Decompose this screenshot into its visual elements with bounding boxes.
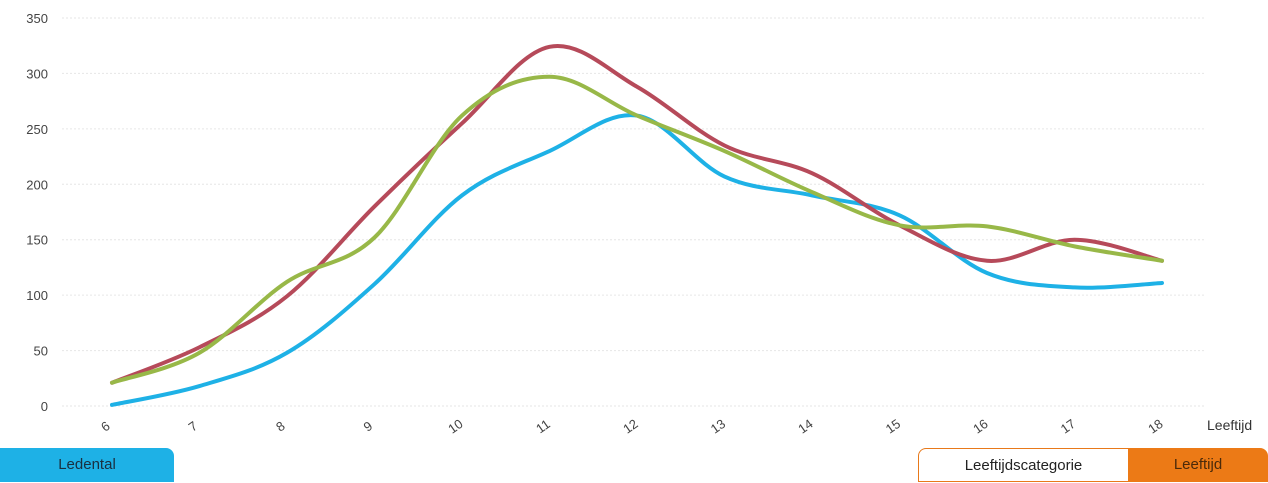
x-tick-label: 12 <box>620 416 640 437</box>
line-chart: 0 50 100 150 200 250 300 350 6 7 8 9 10 11 12 13 14 15 16… <box>26 11 1252 437</box>
grid <box>62 17 1205 407</box>
series-line-2 <box>110 43 1164 385</box>
age-category-tab[interactable]: Leeftijdscategorie <box>918 448 1128 482</box>
x-tick-label: 15 <box>883 416 903 437</box>
y-tick-label: 50 <box>34 344 48 359</box>
age-tab[interactable]: Leeftijd <box>1128 448 1268 482</box>
series-line-3 <box>110 74 1164 385</box>
view-toggle: Leeftijdscategorie Leeftijd <box>918 448 1268 482</box>
x-tick-label: 18 <box>1145 416 1165 437</box>
y-axis: 0 50 100 150 200 250 300 350 <box>26 11 48 414</box>
x-tick-label: 6 <box>98 418 113 434</box>
x-tick-label: 10 <box>445 416 465 437</box>
x-tick-label: 9 <box>361 418 376 434</box>
x-tick-label: 8 <box>273 418 288 434</box>
y-tick-label: 200 <box>26 177 48 192</box>
y-tick-label: 0 <box>41 399 48 414</box>
x-tick-label: 17 <box>1058 416 1078 437</box>
x-axis: 6 7 8 9 10 11 12 13 14 15 16 17 18 <box>98 416 1165 437</box>
y-tick-label: 250 <box>26 122 48 137</box>
x-tick-label: 13 <box>708 416 728 437</box>
ledental-button[interactable]: Ledental <box>0 448 174 482</box>
x-tick-label: 7 <box>186 418 201 434</box>
x-tick-label: 16 <box>970 416 990 437</box>
y-tick-label: 150 <box>26 233 48 248</box>
x-tick-label: 11 <box>533 416 553 436</box>
series-layer <box>110 43 1164 407</box>
x-axis-title: Leeftijd <box>1207 417 1252 433</box>
y-tick-label: 100 <box>26 288 48 303</box>
y-tick-label: 300 <box>26 66 48 81</box>
x-tick-label: 14 <box>795 416 815 437</box>
y-tick-label: 350 <box>26 11 48 26</box>
